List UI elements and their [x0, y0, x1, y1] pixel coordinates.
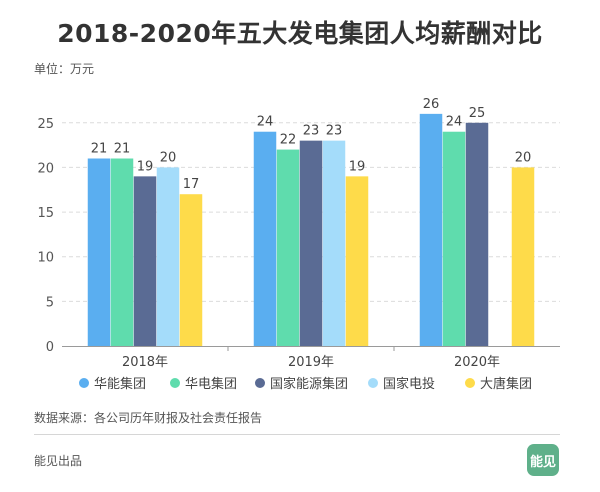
data-label: 25 — [469, 106, 486, 121]
data-label: 19 — [349, 159, 366, 174]
legend-marker — [170, 378, 180, 388]
legend-marker — [79, 378, 89, 388]
x-tick-label: 2018年 — [122, 355, 168, 370]
bar — [276, 149, 300, 346]
legend-label: 华能集团 — [94, 376, 146, 392]
divider — [34, 434, 560, 435]
unit-label: 单位：万元 — [34, 62, 95, 76]
bar — [253, 131, 277, 346]
bar-chart: 0 5 10 15 20 25 2018年 21 21 19 20 17 2019年 24 22 23 23 19… — [37, 97, 560, 392]
bar — [465, 122, 489, 347]
legend-label: 华电集团 — [185, 376, 237, 392]
legend-label: 国家电投 — [383, 376, 435, 392]
brand-logo: 能见 — [527, 444, 559, 476]
y-tick-label: 10 — [37, 251, 54, 266]
y-tick-label: 5 — [46, 295, 54, 310]
footer-credit: 能见出品 — [34, 454, 83, 468]
bar — [442, 131, 466, 346]
y-tick-label: 0 — [46, 340, 54, 355]
data-label: 26 — [423, 97, 440, 112]
y-tick-label: 15 — [37, 206, 54, 221]
data-label: 24 — [446, 115, 463, 130]
bar — [511, 167, 535, 346]
bar — [110, 158, 134, 346]
legend-label: 大唐集团 — [480, 376, 532, 392]
data-label: 21 — [91, 142, 108, 157]
bar — [87, 158, 111, 346]
data-label: 23 — [326, 124, 343, 139]
data-label: 23 — [303, 124, 320, 139]
legend-marker — [465, 378, 475, 388]
bar — [179, 194, 203, 346]
chart-title: 2018-2020年五大发电集团人均薪酬对比 — [57, 19, 543, 48]
x-tick-label: 2020年 — [454, 355, 500, 370]
legend-marker — [255, 378, 265, 388]
data-label: 22 — [280, 133, 297, 148]
bar — [322, 140, 346, 346]
bar — [345, 176, 369, 346]
y-tick-label: 25 — [37, 117, 54, 132]
y-tick-label: 20 — [37, 161, 54, 176]
data-label: 24 — [257, 115, 274, 130]
bar — [133, 176, 157, 346]
legend-label: 国家能源集团 — [270, 376, 348, 392]
data-label: 21 — [114, 142, 131, 157]
data-label: 17 — [183, 177, 200, 192]
bar — [419, 113, 443, 346]
data-source: 数据来源：各公司历年财报及社会责任报告 — [34, 411, 263, 425]
data-label: 20 — [515, 150, 532, 165]
data-label: 20 — [160, 150, 177, 165]
data-label: 19 — [137, 159, 154, 174]
bar — [156, 167, 180, 346]
x-tick-label: 2019年 — [288, 355, 334, 370]
bar — [299, 140, 323, 346]
legend-marker — [368, 378, 378, 388]
